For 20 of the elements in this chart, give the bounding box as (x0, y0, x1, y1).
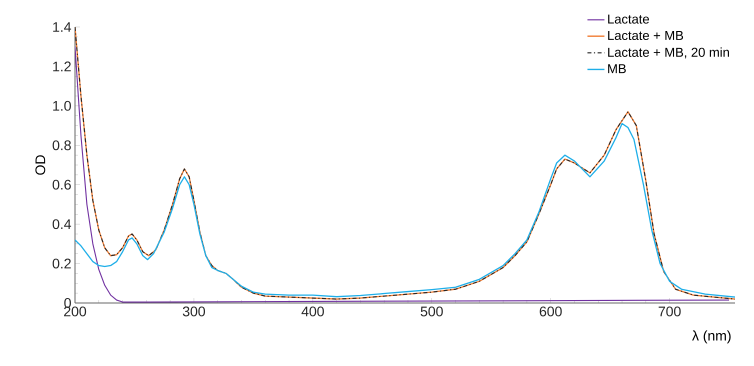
x-tick-label: 600 (540, 306, 562, 316)
y-tick-label: 0.8 (52, 140, 71, 150)
y-tick-label: 0.4 (52, 219, 72, 230)
x-tick-label: 200 (64, 306, 86, 316)
y-tick-label: 1.0 (53, 100, 71, 111)
y-tick-label: 1.4 (53, 22, 72, 32)
x-tick-label: 400 (302, 306, 324, 316)
y-tick-label: 0.6 (52, 180, 71, 190)
legend-label: Lactate + MB (608, 31, 684, 40)
y-tick-label: 0.2 (52, 258, 71, 269)
x-tick-label: 700 (658, 306, 681, 316)
legend-label: Lactate + MB, 20 min (608, 47, 729, 58)
x-tick-label: 300 (182, 306, 206, 316)
x-tick-label: 500 (420, 306, 443, 316)
y-tick-label: 1.2 (53, 62, 71, 72)
y-axis-title: OD (35, 155, 46, 175)
legend-label: MB (608, 64, 626, 74)
line-series (75, 122, 736, 298)
legend-label: Lactate (608, 14, 649, 24)
x-axis-title: λ (nm) (692, 330, 731, 344)
